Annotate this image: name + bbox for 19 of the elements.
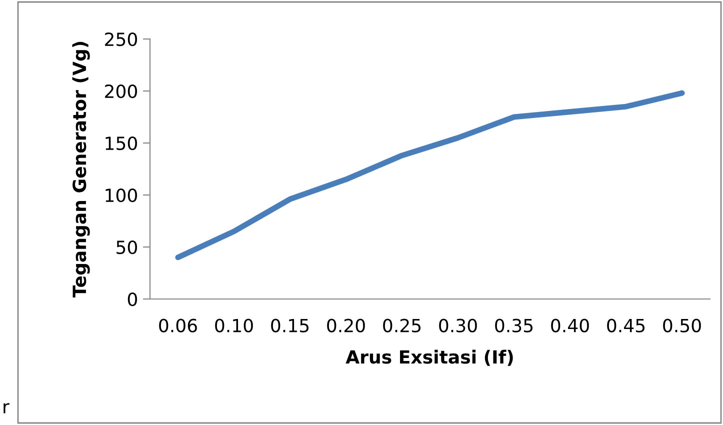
y-tick-label: 250 [105, 32, 137, 46]
y-tick-label: 200 [105, 84, 137, 98]
x-tick-label: 0.10 [215, 318, 253, 332]
x-tick-label: 0.35 [495, 318, 533, 332]
x-tick-label: 0.50 [663, 318, 701, 332]
y-tick-label: 100 [106, 188, 137, 202]
y-axis-title: Tegangan Generator (Vg) [72, 42, 90, 298]
x-tick-label: 0.30 [439, 318, 477, 332]
x-tick-label: 0.45 [607, 318, 645, 332]
x-tick-label: 0.15 [271, 318, 309, 332]
x-tick-label: 0.06 [159, 318, 197, 332]
x-tick-label: 0.20 [327, 318, 365, 332]
y-tick-label: 0 [128, 292, 137, 306]
x-tick-label: 0.25 [383, 318, 421, 332]
text: r [4, 403, 10, 414]
x-tick-label: 0.40 [551, 318, 589, 332]
x-axis-title: Arus Exsitasi (If) [346, 350, 513, 366]
y-tick-label: 150 [106, 136, 137, 150]
y-tick-label: 50 [116, 240, 137, 254]
